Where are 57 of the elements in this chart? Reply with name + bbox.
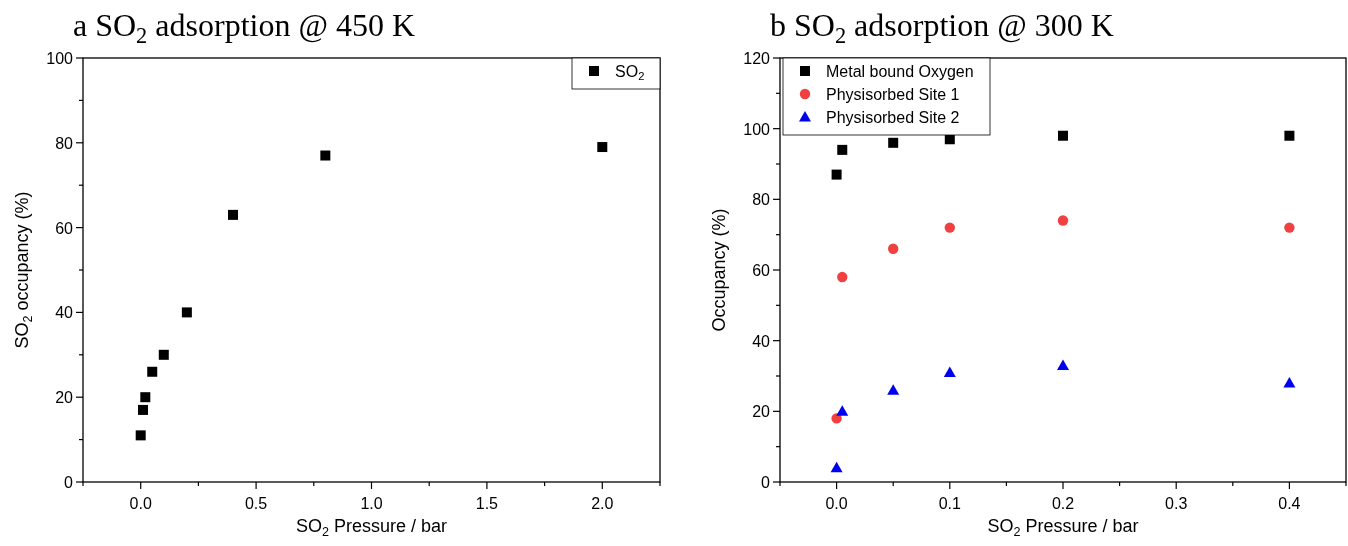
- chart-title: a SO$_{2}$ adsorption @ 450 K: [73, 7, 415, 48]
- y-tick-label: 60: [752, 262, 771, 279]
- point: [887, 384, 900, 395]
- y-tick-label: 80: [752, 191, 771, 209]
- point: [228, 209, 239, 220]
- y-tick-label: 0: [64, 474, 74, 491]
- y-tick-label: 120: [743, 50, 771, 67]
- point: [597, 142, 608, 153]
- point: [1057, 359, 1069, 370]
- point: [830, 461, 843, 473]
- y-tick-label: 100: [46, 50, 74, 67]
- x-tick-label: 0.4: [1278, 495, 1301, 512]
- point: [1284, 130, 1295, 141]
- x-tick-label: 0.0: [825, 495, 848, 512]
- point: [888, 243, 899, 254]
- x-axis-title: SO$_{2}$ Pressure / bar: [295, 516, 448, 539]
- x-tick-label: 0.2: [1051, 495, 1075, 512]
- y-tick-label: 20: [752, 403, 771, 421]
- y-axis-title: Occupancy (%): [709, 208, 729, 332]
- point: [181, 307, 192, 318]
- point: [888, 137, 899, 148]
- x-tick-label: 0.5: [244, 495, 268, 512]
- y-tick-label: 20: [55, 389, 74, 407]
- x-tick-label: 1.5: [475, 495, 499, 512]
- x-tick-label: 0.3: [1165, 495, 1188, 512]
- x-axis-title: SO$_{2}$ Pressure / bar: [987, 516, 1139, 539]
- x-tick-label: 1.0: [360, 495, 383, 512]
- legend-label: Metal bound Oxygen: [826, 63, 974, 80]
- x-tick-label: 0.0: [129, 495, 152, 512]
- legend-label: Physisorbed Site 1: [826, 86, 960, 103]
- point: [147, 366, 158, 377]
- legend-label: Physisorbed Site 2: [826, 109, 960, 126]
- chart-title: b SO$_{2}$ adsorption @ 300 K: [770, 7, 1114, 48]
- point: [836, 405, 849, 416]
- point: [140, 392, 151, 403]
- x-tick-label: 0.1: [938, 495, 962, 512]
- point: [158, 349, 169, 360]
- point: [837, 271, 848, 283]
- y-tick-label: 60: [55, 219, 74, 237]
- point: [320, 150, 331, 161]
- point: [1284, 222, 1295, 233]
- x-tick-label: 2.0: [591, 495, 614, 512]
- y-tick-label: 100: [743, 120, 771, 138]
- point: [1283, 377, 1296, 388]
- y-tick-label: 0: [761, 474, 771, 491]
- point: [837, 144, 848, 155]
- y-tick-label: 40: [752, 332, 771, 350]
- point: [943, 366, 956, 377]
- point: [1058, 130, 1068, 141]
- y-tick-label: 40: [55, 304, 74, 322]
- point: [135, 430, 146, 441]
- point: [1057, 215, 1069, 226]
- point: [944, 222, 955, 233]
- y-tick-label: 80: [55, 134, 74, 152]
- legend-label: SO$_{2}$: [615, 63, 645, 83]
- point: [138, 404, 149, 415]
- point: [831, 169, 842, 180]
